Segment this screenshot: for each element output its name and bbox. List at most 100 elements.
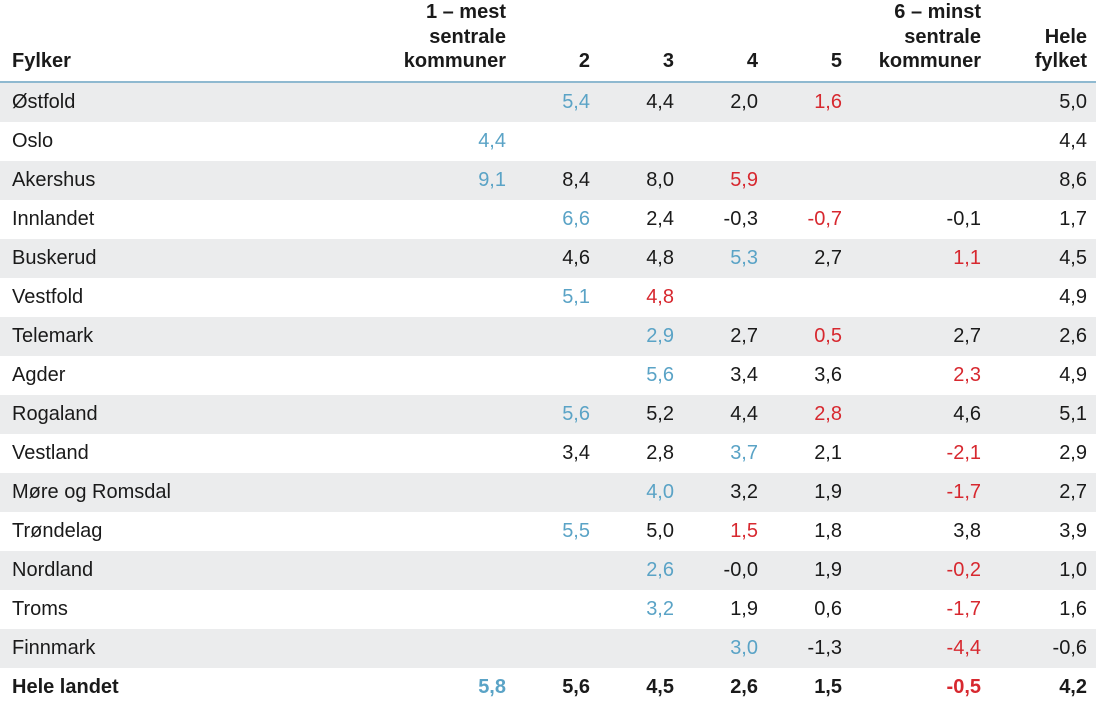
cell-c4: 2,0 bbox=[683, 81, 767, 122]
cell-c6: -1,7 bbox=[851, 472, 990, 512]
cell-c2: 5,6 bbox=[515, 394, 599, 434]
cell-c6 bbox=[851, 122, 990, 161]
table-row: Rogaland 5,6 5,2 4,4 2,8 4,6 5,1 bbox=[0, 394, 1096, 434]
cell-c6: -2,1 bbox=[946, 441, 981, 464]
cell-c7: 5,0 bbox=[990, 81, 1096, 122]
header-counties: Fylker bbox=[0, 0, 382, 83]
cell-c6: 2,7 bbox=[851, 316, 990, 356]
table-row: Innlandet 6,6 2,4 -0,3 -0,7 -0,1 1,7 bbox=[0, 200, 1096, 239]
county-name: Telemark bbox=[0, 316, 382, 356]
cell-c1 bbox=[382, 550, 515, 590]
cell-c4: -0,0 bbox=[683, 550, 767, 590]
county-name: Nordland bbox=[0, 550, 382, 590]
county-name: Oslo bbox=[12, 129, 54, 152]
table-row: Finnmark 3,0 -1,3 -4,4 -0,6 bbox=[0, 628, 1096, 668]
cell-c7: 4,9 bbox=[1059, 363, 1087, 386]
cell-c6: -0,2 bbox=[851, 550, 990, 590]
cell-c5: 1,8 bbox=[814, 519, 842, 542]
county-name: Buskerud bbox=[0, 238, 382, 278]
cell-c1 bbox=[382, 434, 515, 473]
header-5: 5 bbox=[767, 0, 851, 83]
county-name: Trøndelag bbox=[12, 519, 103, 542]
table-row: Akershus 9,1 8,4 8,0 5,9 8,6 bbox=[0, 160, 1096, 200]
cell-c3: 4,8 bbox=[646, 285, 674, 308]
county-name: Troms bbox=[12, 597, 68, 620]
county-name: Østfold bbox=[0, 81, 382, 122]
cell-c4: 3,2 bbox=[683, 472, 767, 512]
cell-c7: 2,6 bbox=[990, 316, 1096, 356]
cell-c5: -0,7 bbox=[807, 207, 842, 230]
table-row: Vestland 3,4 2,8 3,7 2,1 -2,1 2,9 bbox=[0, 434, 1096, 473]
cell-c1 bbox=[382, 238, 515, 278]
cell-c6: -4,4 bbox=[851, 628, 990, 668]
county-name: Møre og Romsdal bbox=[0, 472, 382, 512]
cell-c6 bbox=[851, 278, 990, 317]
cell-c6: 4,6 bbox=[851, 394, 990, 434]
county-name: Vestfold bbox=[12, 285, 84, 308]
cell-c5 bbox=[767, 122, 851, 161]
cell-c3: 2,9 bbox=[599, 316, 683, 356]
cell-c1 bbox=[382, 590, 515, 629]
cell-c3 bbox=[599, 628, 683, 668]
cell-c1 bbox=[382, 200, 515, 239]
table-row: Trøndelag 5,5 5,0 1,5 1,8 3,8 3,9 bbox=[0, 512, 1096, 551]
cell-c4: -0,3 bbox=[723, 207, 758, 230]
cell-c3: 5,2 bbox=[599, 394, 683, 434]
cell-c5: 1,6 bbox=[767, 81, 851, 122]
table-row: Østfold 5,4 4,4 2,0 1,6 5,0 bbox=[0, 81, 1096, 122]
cell-c2 bbox=[515, 590, 599, 629]
cell-c7: 1,0 bbox=[990, 550, 1096, 590]
cell-c2: 5,6 bbox=[515, 667, 599, 707]
cell-c1 bbox=[382, 512, 515, 551]
cell-c6: 3,8 bbox=[953, 519, 981, 542]
county-name: Akershus bbox=[0, 160, 382, 200]
cell-c5: 1,5 bbox=[767, 667, 851, 707]
cell-c5: 1,9 bbox=[767, 550, 851, 590]
cell-c5: 3,6 bbox=[814, 363, 842, 386]
cell-c4: 5,9 bbox=[683, 160, 767, 200]
cell-c1 bbox=[382, 394, 515, 434]
cell-c2: 3,4 bbox=[562, 441, 590, 464]
county-name: Hele landet bbox=[0, 667, 382, 707]
cell-c4: 2,6 bbox=[683, 667, 767, 707]
cell-c1 bbox=[382, 356, 515, 395]
county-name: Vestland bbox=[12, 441, 89, 464]
table-row: Buskerud 4,6 4,8 5,3 2,7 1,1 4,5 bbox=[0, 238, 1096, 278]
county-name: Innlandet bbox=[12, 207, 95, 230]
cell-c1: 9,1 bbox=[382, 160, 515, 200]
cell-c2 bbox=[515, 356, 599, 395]
header-least-central: 6 – minst sentrale kommuner bbox=[851, 0, 990, 83]
cell-c7: 4,4 bbox=[1059, 129, 1087, 152]
header-whole-county: Hele fylket bbox=[990, 0, 1096, 83]
cell-c1 bbox=[382, 278, 515, 317]
header-2: 2 bbox=[515, 0, 599, 83]
cell-c7: 4,5 bbox=[990, 238, 1096, 278]
cell-c3: 4,4 bbox=[599, 81, 683, 122]
cell-c2: 8,4 bbox=[515, 160, 599, 200]
cell-c2 bbox=[515, 628, 599, 668]
cell-c5: 1,9 bbox=[767, 472, 851, 512]
cell-c4: 1,5 bbox=[730, 519, 758, 542]
cell-c4: 2,7 bbox=[683, 316, 767, 356]
county-name: Rogaland bbox=[0, 394, 382, 434]
cell-c4 bbox=[683, 278, 767, 317]
county-name: Finnmark bbox=[0, 628, 382, 668]
cell-c6: 2,3 bbox=[953, 363, 981, 386]
total-row: Hele landet 5,8 5,6 4,5 2,6 1,5 -0,5 4,2 bbox=[0, 667, 1096, 707]
cell-c7: 1,6 bbox=[1059, 597, 1087, 620]
cell-c1: 5,8 bbox=[382, 667, 515, 707]
cell-c3 bbox=[599, 122, 683, 161]
cell-c4: 3,7 bbox=[730, 441, 758, 464]
cell-c4: 3,4 bbox=[730, 363, 758, 386]
cell-c7: 4,9 bbox=[1059, 285, 1087, 308]
cell-c2 bbox=[515, 122, 599, 161]
cell-c4: 3,0 bbox=[683, 628, 767, 668]
cell-c3: 2,8 bbox=[646, 441, 674, 464]
table-body: Østfold 5,4 4,4 2,0 1,6 5,0 Oslo 4,4 4,4 Akershus… bbox=[0, 81, 1096, 707]
cell-c6: -0,1 bbox=[946, 207, 981, 230]
cell-c1: 4,4 bbox=[478, 129, 506, 152]
cell-c7: 3,9 bbox=[1059, 519, 1087, 542]
cell-c5 bbox=[767, 160, 851, 200]
table-row: Oslo 4,4 4,4 bbox=[0, 122, 1096, 161]
